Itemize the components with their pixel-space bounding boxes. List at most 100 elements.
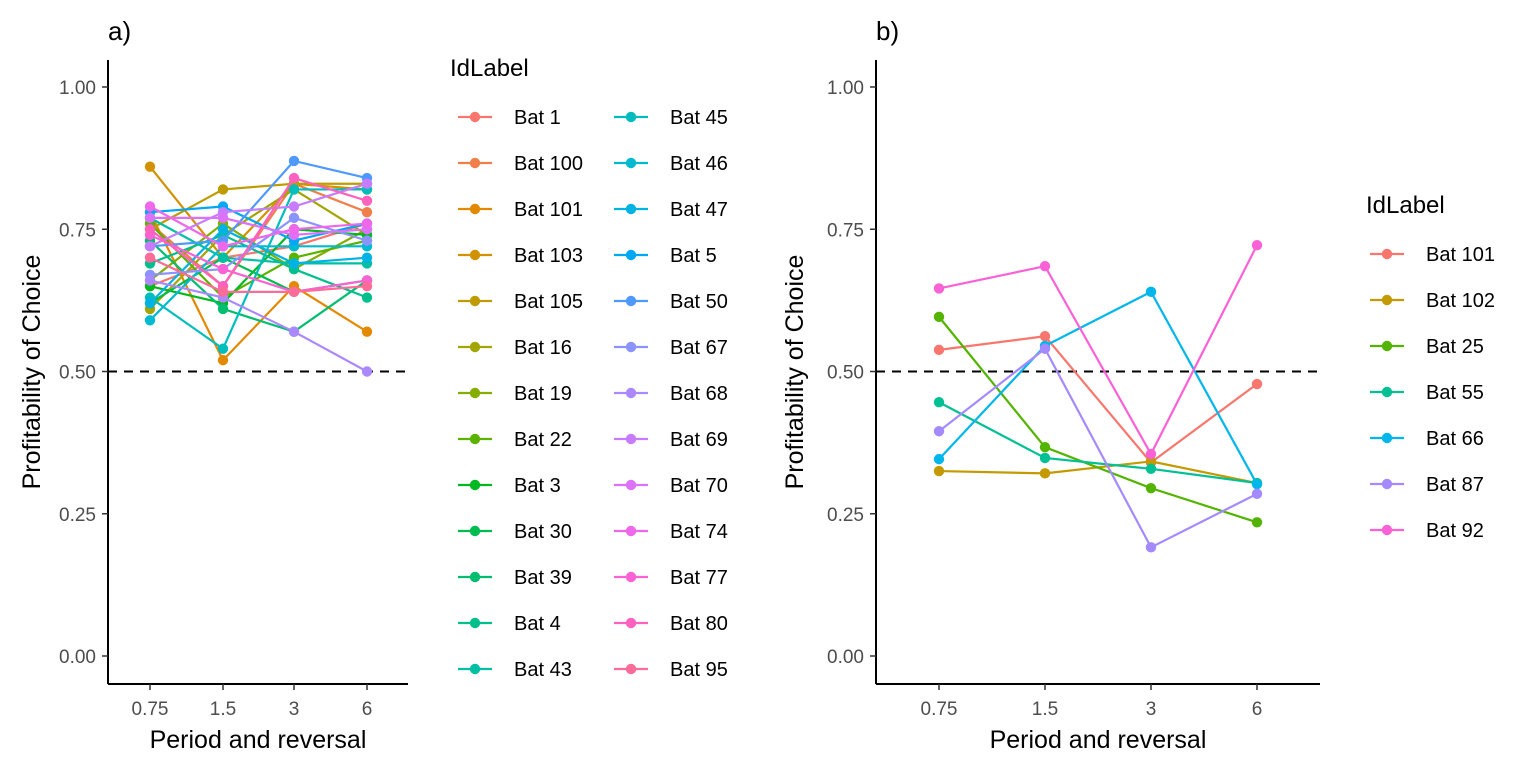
- legend-item: Bat 95: [614, 659, 728, 681]
- legend-item: Bat 5: [614, 245, 717, 267]
- legend-label: Bat 87: [1426, 474, 1484, 496]
- series-line: [149, 233, 368, 299]
- legend-item: Bat 105: [458, 291, 583, 313]
- legend-item: Bat 69: [614, 429, 728, 451]
- data-point: [217, 212, 229, 224]
- data-point: [1145, 286, 1157, 298]
- y-tick-label: 0.75: [827, 220, 864, 241]
- y-tick-label: 0.25: [59, 505, 96, 526]
- data-point: [361, 178, 373, 189]
- series-line: [938, 335, 1258, 465]
- legend-item: Bat 16: [458, 337, 572, 359]
- legend-label: Bat 74: [670, 521, 728, 543]
- legend-item: Bat 55: [1370, 382, 1484, 404]
- legend-label: Bat 39: [514, 567, 572, 589]
- series-line: [149, 216, 368, 276]
- data-point: [288, 326, 300, 337]
- legend-label: Bat 105: [514, 291, 583, 313]
- series-line: [149, 176, 368, 288]
- legend-item: Bat 30: [458, 521, 572, 543]
- legend-label: Bat 101: [1426, 244, 1495, 266]
- data-point: [144, 241, 156, 252]
- y-tick-label: 0.25: [827, 505, 864, 526]
- legend-label: Bat 45: [670, 107, 728, 129]
- legend-item: Bat 70: [614, 475, 728, 497]
- legend-label: Bat 67: [670, 337, 728, 359]
- legend-key-point: [1381, 386, 1393, 398]
- data-point: [288, 224, 300, 235]
- data-point: [288, 258, 300, 269]
- data-point: [288, 172, 300, 184]
- series-line: [149, 165, 368, 260]
- legend-item: Bat 87: [1370, 474, 1484, 496]
- data-point: [1039, 468, 1051, 479]
- legend-item: Bat 46: [614, 153, 728, 175]
- legend-key-point: [469, 433, 481, 445]
- legend-item: Bat 92: [1370, 520, 1484, 542]
- legend-item: Bat 68: [614, 383, 728, 405]
- data-point: [361, 292, 373, 303]
- legend-item: Bat 25: [1370, 336, 1484, 358]
- data-point: [1251, 239, 1263, 251]
- series-line: [938, 316, 1258, 524]
- data-point: [217, 184, 229, 195]
- series-line: [149, 205, 368, 248]
- legend-label: Bat 68: [670, 383, 728, 405]
- data-point: [933, 283, 945, 294]
- data-point: [1039, 261, 1051, 272]
- series-line: [149, 256, 368, 293]
- legend-key-point: [1381, 478, 1393, 490]
- data-point: [933, 426, 945, 437]
- legend-label: Bat 1: [514, 107, 561, 129]
- legend-item: Bat 77: [614, 567, 728, 589]
- legend-key-point: [469, 571, 481, 583]
- legend-key-point: [625, 249, 637, 261]
- legend-title: IdLabel: [1366, 192, 1445, 219]
- data-point: [1039, 343, 1051, 354]
- legend-label: Bat 3: [514, 475, 561, 497]
- data-point: [1145, 463, 1157, 474]
- data-point: [933, 344, 945, 356]
- data-point: [1145, 542, 1157, 553]
- legend-label: Bat 102: [1426, 290, 1495, 312]
- legend-label: Bat 47: [670, 199, 728, 221]
- data-point: [144, 252, 156, 263]
- legend-label: Bat 30: [514, 521, 572, 543]
- data-point: [1251, 488, 1263, 500]
- legend-key-point: [469, 479, 481, 491]
- legend-label: Bat 69: [670, 429, 728, 451]
- data-point: [144, 161, 156, 172]
- legend-item: Bat 74: [614, 521, 728, 543]
- x-tick-label: 3: [1146, 699, 1157, 720]
- data-point: [144, 315, 156, 326]
- data-point: [288, 184, 300, 195]
- legend-key-point: [625, 387, 637, 399]
- data-point: [217, 241, 229, 252]
- legend-label: Bat 55: [1426, 382, 1484, 404]
- x-tick-label: 6: [362, 699, 373, 720]
- legend-label: Bat 22: [514, 429, 572, 451]
- series-line: [938, 401, 1258, 485]
- x-tick-label: 0.75: [921, 699, 958, 720]
- legend-key-point: [1381, 294, 1393, 306]
- series-line: [149, 227, 368, 304]
- legend-label: Bat 16: [514, 337, 572, 359]
- data-point: [288, 286, 300, 298]
- legend-key-point: [625, 433, 637, 445]
- series-line: [938, 244, 1258, 457]
- data-point: [1251, 378, 1263, 390]
- legend-title: IdLabel: [450, 55, 529, 82]
- data-point: [217, 286, 229, 298]
- x-axis-title: Period and reversal: [990, 726, 1207, 754]
- legend-key-point: [469, 295, 481, 307]
- data-point: [1145, 456, 1157, 467]
- legend-key-point: [469, 525, 481, 537]
- series-group: [933, 239, 1263, 553]
- legend-item: Bat 67: [614, 337, 728, 359]
- legend-item: Bat 19: [458, 383, 572, 405]
- panel-a: a) 0.00 0.25 0.50 0.75 1.00 0.75 1.5 3 6 Period an…: [18, 16, 728, 754]
- x-tick-label: 0.75: [132, 699, 169, 720]
- legend-label: Bat 25: [1426, 336, 1484, 358]
